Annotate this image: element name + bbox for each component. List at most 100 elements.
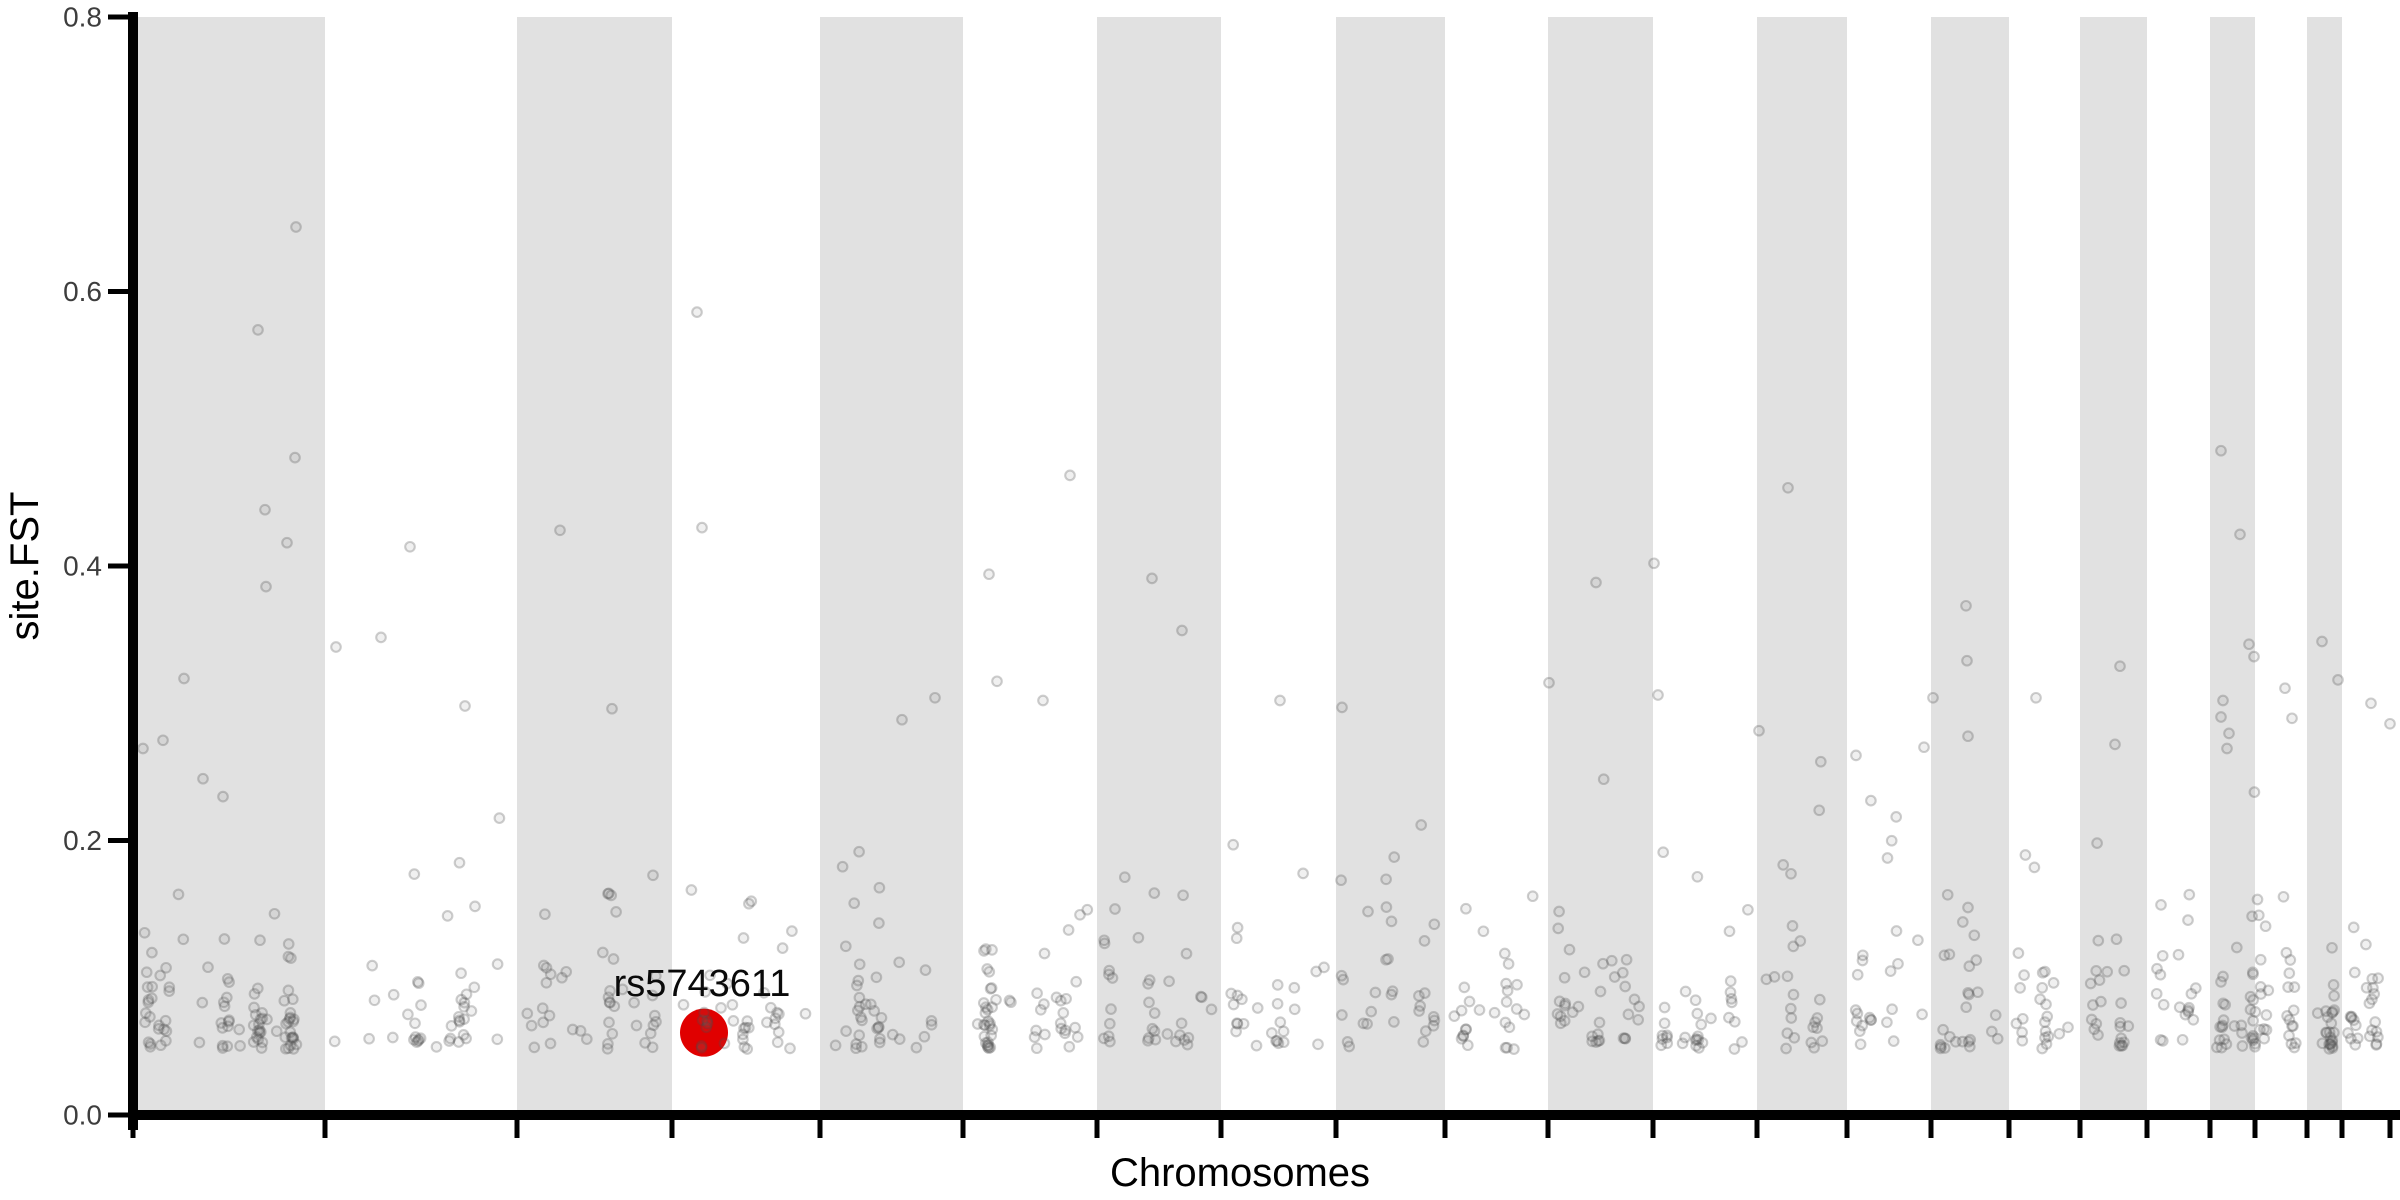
snp-point	[1098, 1032, 1110, 1045]
snp-point	[2366, 972, 2379, 985]
snp-point	[855, 1011, 867, 1024]
snp-outlier-point	[2030, 691, 2042, 704]
snp-point	[2041, 1010, 2054, 1023]
snp-point	[2176, 1033, 2189, 1046]
snp-point	[2218, 1033, 2231, 1046]
snp-point	[252, 1033, 265, 1046]
snp-point	[1850, 1015, 1863, 1027]
snp-point	[282, 938, 295, 950]
snp-point	[1628, 993, 1641, 1006]
snp-point	[886, 1028, 899, 1041]
snp-point	[983, 1019, 996, 1032]
snp-outlier-point	[2316, 635, 2328, 648]
highlight-snp-label: rs5743611	[614, 963, 791, 1005]
snp-point	[1554, 1010, 1567, 1023]
snp-point	[2062, 1021, 2074, 1034]
snp-point	[1070, 975, 1083, 988]
snp-point	[2345, 1010, 2358, 1023]
snp-point	[1960, 1001, 1973, 1014]
snp-point	[528, 1041, 541, 1054]
snp-point	[574, 1025, 587, 1037]
snp-point	[1448, 1010, 1461, 1022]
snp-point	[1501, 1041, 1513, 1054]
y-tick-label: 0.0	[63, 1100, 102, 1131]
snp-point	[1312, 1038, 1324, 1051]
snp-point	[1853, 1025, 1866, 1037]
snp-point	[2093, 974, 2106, 986]
snp-point	[2284, 954, 2297, 966]
snp-point	[1814, 755, 1827, 768]
snp-point	[2115, 1032, 2128, 1045]
snp-point	[1388, 1016, 1400, 1028]
snp-point	[1813, 804, 1826, 817]
snp-point	[220, 991, 233, 1004]
snp-point	[2326, 1042, 2339, 1054]
snp-outlier-point	[696, 521, 708, 534]
snp-point	[1787, 940, 1800, 953]
snp-point	[158, 1023, 170, 1036]
snp-point	[601, 1042, 614, 1055]
snp-point	[460, 988, 473, 1001]
snp-point	[2172, 948, 2185, 961]
snp-point	[1274, 1016, 1287, 1029]
snp-point	[1103, 968, 1115, 981]
snp-point	[261, 1013, 273, 1026]
snp-point	[2345, 1011, 2358, 1024]
snp-point	[745, 895, 758, 908]
snp-outlier-point	[2234, 528, 2246, 541]
snp-point	[875, 1011, 888, 1024]
snp-point	[540, 976, 553, 989]
snp-point	[971, 1018, 984, 1030]
snp-point	[872, 1020, 885, 1033]
snp-point	[566, 1023, 579, 1036]
snp-point	[1230, 932, 1243, 945]
snp-point	[140, 966, 153, 979]
chromosome-band-11	[1548, 17, 1653, 1110]
snp-point	[290, 1038, 303, 1051]
snp-point	[606, 1027, 619, 1040]
snp-point	[1174, 1029, 1186, 1041]
snp-point	[412, 1033, 425, 1046]
snp-point	[741, 1015, 754, 1027]
snp-point	[2053, 1027, 2066, 1040]
snp-point	[2246, 910, 2258, 923]
snp-point	[2016, 1012, 2029, 1025]
snp-point	[2039, 965, 2051, 978]
snp-outlier-point	[2215, 711, 2227, 723]
snp-point	[1427, 1019, 1440, 1032]
snp-point	[1143, 996, 1155, 1009]
snp-point	[2018, 969, 2030, 981]
snp-point	[1912, 934, 1924, 947]
snp-outlier-point	[2223, 727, 2235, 740]
snp-point	[2084, 977, 2097, 990]
snp-point	[221, 973, 234, 985]
snp-point	[758, 986, 770, 999]
snp-point	[247, 1036, 260, 1048]
snp-point	[984, 1017, 996, 1030]
snp-point	[1728, 1043, 1741, 1055]
chromosome-band-1	[133, 17, 325, 1110]
snp-point	[537, 1016, 550, 1029]
y-axis-line	[128, 12, 138, 1130]
snp-point	[1106, 972, 1119, 984]
snp-point	[1104, 1035, 1116, 1048]
snp-point	[2247, 1029, 2259, 1042]
snp-point	[491, 1033, 504, 1046]
snp-point	[1811, 1012, 1824, 1024]
snp-point	[1062, 924, 1075, 936]
snp-point	[1725, 992, 1738, 1005]
snp-point	[1777, 859, 1790, 871]
snp-point	[980, 1001, 992, 1014]
snp-point	[1728, 1015, 1741, 1028]
snp-point	[1455, 1004, 1468, 1017]
snp-point	[1881, 1016, 1893, 1029]
snp-point	[253, 1018, 265, 1030]
snp-point	[1794, 935, 1807, 947]
chromosome-bands	[133, 17, 2342, 1110]
snp-point	[1361, 1018, 1373, 1030]
snp-point	[2311, 1007, 2324, 1019]
snp-point	[840, 1025, 852, 1037]
snp-point	[2247, 994, 2259, 1006]
snp-point	[2367, 982, 2379, 994]
